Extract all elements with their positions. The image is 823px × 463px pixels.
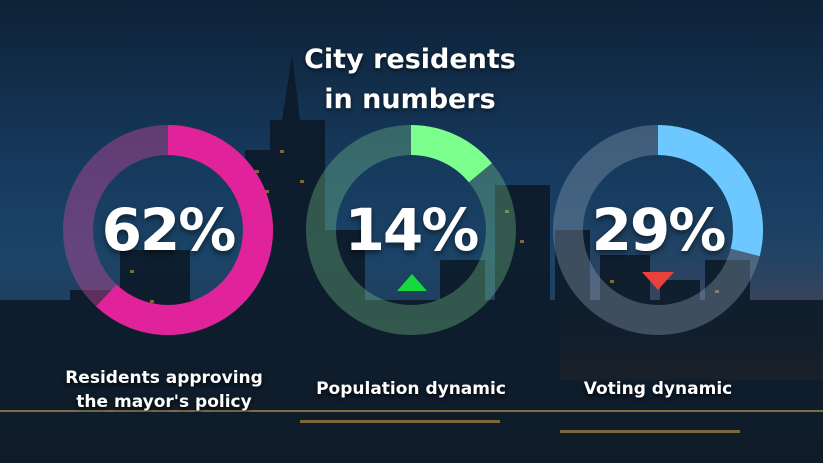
population-percent: 14%	[344, 196, 480, 264]
title-line-2: in numbers	[324, 84, 496, 115]
voting-label: Voting dynamic	[550, 377, 766, 401]
approval-percent: 62%	[101, 196, 237, 264]
donut-arc	[63, 125, 273, 335]
approval-label: Residents approving the mayor's policy	[58, 366, 270, 414]
donut-arc	[306, 125, 516, 335]
voting-donut: 29%	[553, 125, 763, 335]
title-line-1: City residents	[304, 44, 516, 75]
population-donut: 14%	[306, 125, 516, 335]
page-title: City residents in numbers	[250, 40, 570, 120]
voting-label-line-1: Voting dynamic	[583, 379, 733, 399]
donut-arc	[553, 125, 763, 335]
population-label-line-1: Population dynamic	[316, 379, 506, 399]
trend-down-icon	[642, 272, 674, 290]
approval-label-line-2: the mayor's policy	[76, 392, 252, 412]
voting-percent: 29%	[591, 196, 727, 264]
population-label: Population dynamic	[300, 377, 522, 401]
approval-label-line-1: Residents approving	[65, 368, 263, 388]
trend-up-icon	[397, 274, 427, 291]
approval-donut: 62%	[63, 125, 273, 335]
